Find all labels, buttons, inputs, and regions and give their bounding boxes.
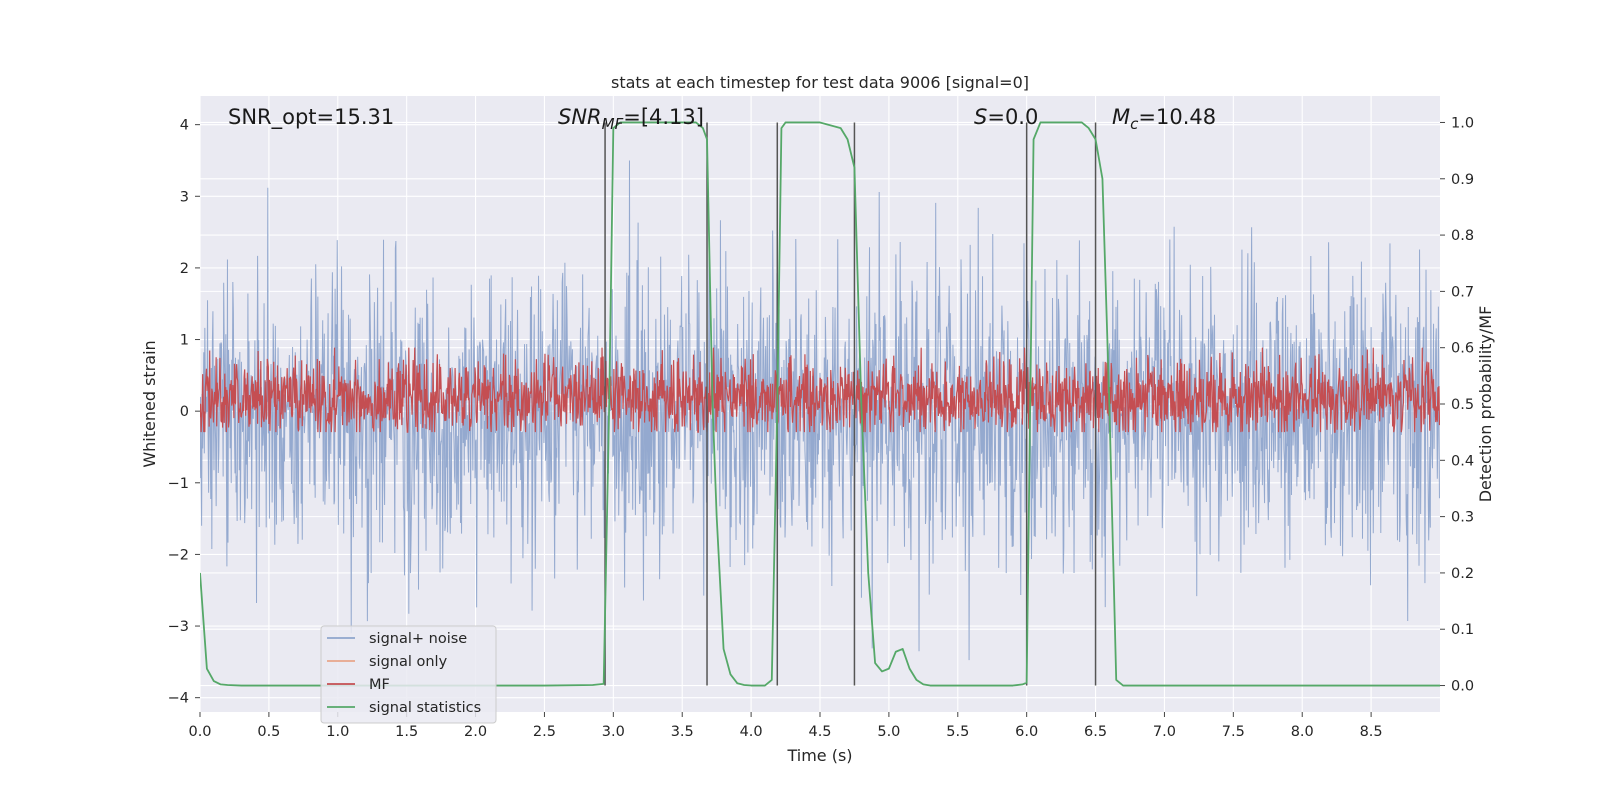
x-tick-label: 3.0 — [602, 724, 625, 740]
snr-mf-subscript: MF — [602, 115, 624, 133]
y2-tick-label: 0.1 — [1451, 622, 1474, 638]
x-tick-label: 5.0 — [877, 724, 900, 740]
y-tick-label: 4 — [180, 118, 189, 134]
y2-tick-label: 0.0 — [1451, 679, 1474, 695]
chart-title: stats at each timestep for test data 900… — [611, 73, 1029, 92]
legend-label-signal-noise: signal+ noise — [369, 631, 467, 647]
y-axis-label: Whitened strain — [140, 340, 159, 467]
y-tick-labels: −4 −3 −2 −1 0 1 2 3 4 — [168, 118, 200, 707]
mc-symbol: M — [1112, 105, 1130, 129]
legend: signal+ noise signal only MF signal stat… — [320, 625, 497, 724]
x-tick-label: 7.0 — [1153, 724, 1176, 740]
annotation-s: S=0.0 — [974, 105, 1038, 129]
y2-tick-label: 1.0 — [1451, 115, 1474, 131]
snr-mf-value: =[4.13] — [623, 105, 704, 129]
s-symbol: S — [974, 105, 987, 129]
annotation-snr-mf: SNRMF=[4.13] — [558, 105, 704, 133]
y2-axis-label: Detection probability/MF — [1476, 306, 1495, 503]
x-tick-label: 4.0 — [740, 724, 763, 740]
legend-label-signal-only: signal only — [369, 654, 448, 670]
y-tick-label: −1 — [168, 476, 189, 492]
s-value: =0.0 — [987, 105, 1038, 129]
annotation-mc: Mc=10.48 — [1112, 105, 1216, 133]
y2-tick-label: 0.4 — [1451, 453, 1474, 469]
y-tick-label: 0 — [180, 404, 189, 420]
x-tick-label: 8.0 — [1291, 724, 1314, 740]
x-tick-label: 0.0 — [188, 724, 211, 740]
x-tick-label: 0.5 — [257, 724, 280, 740]
x-tick-label: 1.5 — [395, 724, 418, 740]
series-signal-statistics — [200, 121, 1440, 687]
y2-tick-label: 0.6 — [1451, 341, 1474, 357]
y2-tick-label: 0.8 — [1451, 228, 1474, 244]
snr-mf-symbol: SNR — [558, 105, 602, 129]
x-tick-label: 3.5 — [671, 724, 694, 740]
x-tick-label: 2.5 — [533, 724, 556, 740]
annotation-snr-opt: SNR_opt=15.31 — [228, 105, 394, 130]
x-tick-label: 8.5 — [1360, 724, 1383, 740]
x-tick-label: 6.5 — [1084, 724, 1107, 740]
y2-tick-label: 0.7 — [1451, 284, 1474, 300]
y-tick-label: 1 — [180, 333, 189, 349]
x-tick-label: 1.0 — [326, 724, 349, 740]
y-tick-label: −2 — [168, 547, 189, 563]
mc-subscript: c — [1130, 115, 1139, 133]
signal-statistics-line — [200, 121, 1440, 687]
x-tick-label: 4.5 — [808, 724, 831, 740]
y2-tick-label: 0.2 — [1451, 566, 1474, 582]
x-tick-labels: 0.0 0.5 1.0 1.5 2.0 2.5 3.0 3.5 4.0 4.5 5.0 5.5 6.0 6… — [188, 712, 1383, 740]
y-tick-label: −4 — [168, 691, 189, 707]
mc-value: =10.48 — [1138, 105, 1216, 129]
y2-tick-label: 0.9 — [1451, 172, 1474, 188]
mf-line — [200, 347, 1440, 433]
y-tick-label: 2 — [180, 261, 189, 277]
y2-tick-label: 0.3 — [1451, 510, 1474, 526]
x-tick-label: 7.5 — [1222, 724, 1245, 740]
legend-label-signal-statistics: signal statistics — [369, 700, 481, 716]
y2-tick-labels: 0.0 0.1 0.2 0.3 0.4 0.5 0.6 0.7 0.8 0.9 1.0 — [1440, 115, 1474, 695]
y-tick-label: 3 — [180, 189, 189, 205]
x-axis-label: Time (s) — [786, 746, 852, 765]
y2-tick-label: 0.5 — [1451, 397, 1474, 413]
x-tick-label: 6.0 — [1015, 724, 1038, 740]
series-mf — [200, 347, 1440, 433]
legend-label-mf: MF — [369, 677, 390, 693]
legend-box — [320, 625, 497, 724]
x-tick-label: 2.0 — [464, 724, 487, 740]
x-tick-label: 5.5 — [946, 724, 969, 740]
y-tick-label: −3 — [168, 619, 189, 635]
